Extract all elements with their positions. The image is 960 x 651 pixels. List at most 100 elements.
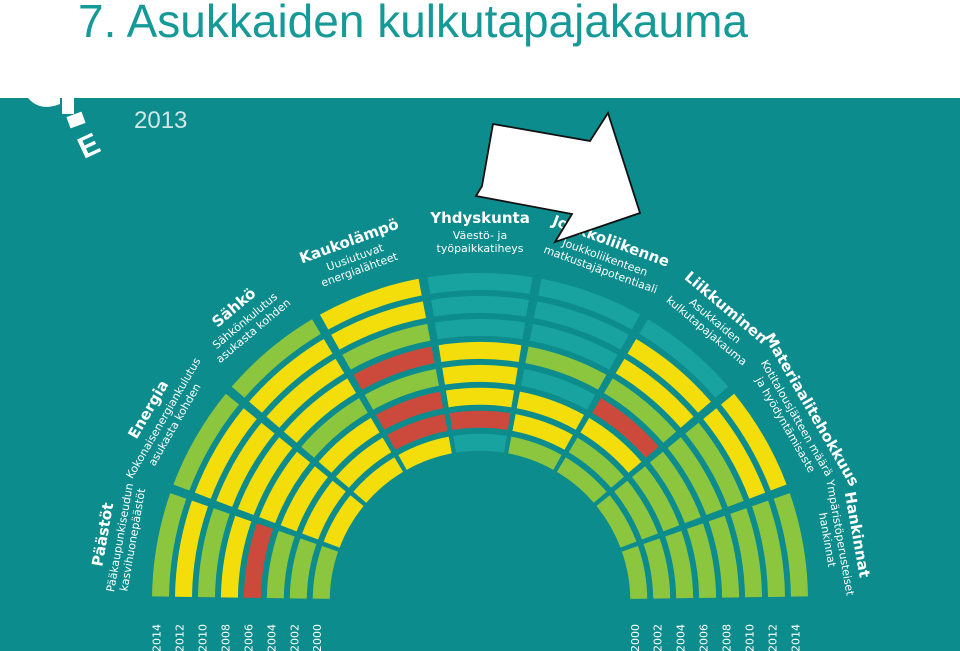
arc-joukkoliikenne-2004: [516, 391, 585, 430]
arc-joukkoliikenne-2014: [538, 278, 641, 330]
arc-paastot-2008: [220, 515, 252, 598]
arc-materiaali-2002: [614, 480, 658, 540]
year-label-left-2006: 2006: [242, 624, 255, 651]
year-label-left-2014: 2014: [151, 624, 164, 651]
arc-yhdyskunta-2008: [438, 341, 522, 362]
arc-liikkuminen-2010: [615, 358, 694, 428]
arc-materiaali-2000: [596, 495, 637, 548]
arc-paastot-2014: [152, 493, 187, 597]
logo-year: 2013: [134, 107, 187, 134]
arc-paastot-2002: [289, 538, 317, 599]
arc-hankinnat-2014: [773, 493, 808, 597]
category-subtitle-yhdyskunta-1: Väestö- ja: [453, 229, 507, 242]
year-label-left-2002: 2002: [288, 624, 301, 651]
arc-liikkuminen-2002: [568, 437, 625, 488]
arc-yhdyskunta-2002: [449, 410, 511, 430]
arc-energia-2012: [194, 408, 257, 499]
arc-sahko-2008: [283, 378, 357, 443]
arc-materiaali-2004: [632, 466, 680, 532]
arc-sahko-2014: [231, 319, 321, 398]
arc-sahko-2012: [249, 338, 333, 413]
arc-energia-2004: [280, 466, 328, 532]
arc-hankinnat-2000: [621, 545, 648, 599]
center-hub: [335, 456, 625, 601]
arc-yhdyskunta-2000: [453, 433, 507, 453]
category-title-yhdyskunta: Yhdyskunta: [429, 209, 530, 227]
year-label-left-2010: 2010: [196, 624, 209, 651]
logo: E 2013: [28, 98, 187, 165]
arrow-group: [474, 110, 642, 244]
arc-kaukolampo-2004: [375, 391, 444, 430]
arc-energia-2008: [237, 437, 293, 516]
arc-joukkoliikenne-2008: [525, 346, 607, 390]
year-label-right-2006: 2006: [698, 624, 711, 651]
arc-liikkuminen-2004: [580, 417, 642, 473]
year-label-right-2012: 2012: [767, 624, 780, 651]
arc-kaukolampo-2008: [353, 346, 435, 390]
arc-hankinnat-2004: [665, 530, 694, 599]
arc-paastot-2012: [174, 500, 208, 597]
arc-joukkoliikenne-2010: [529, 323, 618, 370]
arc-liikkuminen-2000: [556, 457, 607, 503]
arc-materiaali-2014: [721, 393, 787, 491]
arc-kaukolampo-2002: [387, 414, 448, 450]
arc-hankinnat-2012: [752, 500, 786, 597]
year-label-left-2004: 2004: [265, 624, 278, 651]
arc-paastot-2000: [312, 545, 339, 599]
arc-materiaali-2012: [703, 408, 766, 499]
arc-energia-2000: [323, 495, 364, 548]
arc-hankinnat-2010: [730, 508, 763, 598]
arc-hankinnat-2006: [686, 523, 717, 598]
page-title: 7. Asukkaiden kulkutapajakauma: [78, 0, 748, 47]
category-label-paastot: PäästötPääkaupunkiseudunkasvihuonepäästö…: [88, 482, 148, 593]
year-labels: 2014 2012 2010 2008 2006 2004 2002 2000 2000 2002…: [151, 624, 803, 651]
arc-kaukolampo-2000: [398, 436, 452, 470]
year-label-left-2000: 2000: [311, 624, 324, 651]
year-label-right-2002: 2002: [652, 624, 665, 651]
logo-key-shape: [28, 98, 60, 107]
arc-kaukolampo-2014: [319, 278, 422, 330]
arc-sahko-2004: [318, 417, 380, 473]
arc-yhdyskunta-2012: [431, 295, 529, 317]
arc-energia-2014: [173, 393, 239, 491]
year-label-right-2004: 2004: [675, 624, 688, 651]
arc-liikkuminen-2014: [639, 319, 729, 398]
arc-paastot-2006: [243, 523, 274, 598]
logo-bar-2: [66, 111, 86, 129]
arc-liikkuminen-2006: [592, 398, 659, 458]
arc-paastot-2010: [197, 508, 230, 598]
year-label-right-2008: 2008: [721, 624, 734, 651]
year-label-right-2000: 2000: [629, 624, 642, 651]
year-label-right-2014: 2014: [790, 624, 803, 651]
year-label-left-2012: 2012: [173, 624, 186, 651]
arc-energia-2006: [259, 451, 311, 524]
arc-joukkoliikenne-2000: [508, 436, 562, 470]
arc-liikkuminen-2012: [627, 338, 711, 413]
arc-sahko-2010: [266, 358, 345, 428]
arc-liikkuminen-2008: [603, 378, 677, 443]
arc-joukkoliikenne-2012: [533, 301, 629, 350]
arc-hankinnat-2002: [643, 538, 671, 599]
arc-yhdyskunta-2006: [442, 364, 518, 385]
arc-materiaali-2006: [649, 451, 701, 524]
big-arrow-shape: [474, 110, 642, 244]
arc-yhdyskunta-2004: [445, 387, 515, 408]
logo-bar-1: [62, 98, 74, 114]
arc-sahko-2000: [353, 457, 404, 503]
arc-joukkoliikenne-2002: [512, 414, 573, 450]
arc-yhdyskunta-2010: [434, 318, 526, 340]
chart-panel: E 2013 Päästöt Pääkaupunkiseudun kasvihuon…: [0, 98, 960, 651]
arc-hankinnat-2008: [708, 515, 740, 598]
arc-kaukolampo-2012: [331, 301, 427, 350]
arc-kaukolampo-2006: [364, 369, 439, 410]
arc-energia-2002: [302, 480, 346, 540]
arc-materiaali-2010: [685, 422, 744, 507]
arc-materiaali-2008: [667, 437, 723, 516]
arc-sahko-2006: [301, 398, 368, 458]
arc-yhdyskunta-2014: [427, 273, 533, 295]
arc-energia-2010: [216, 422, 275, 507]
radial-status-chart: E 2013 PäästötPääkaupunkiseudunkasvihuon…: [28, 98, 874, 651]
